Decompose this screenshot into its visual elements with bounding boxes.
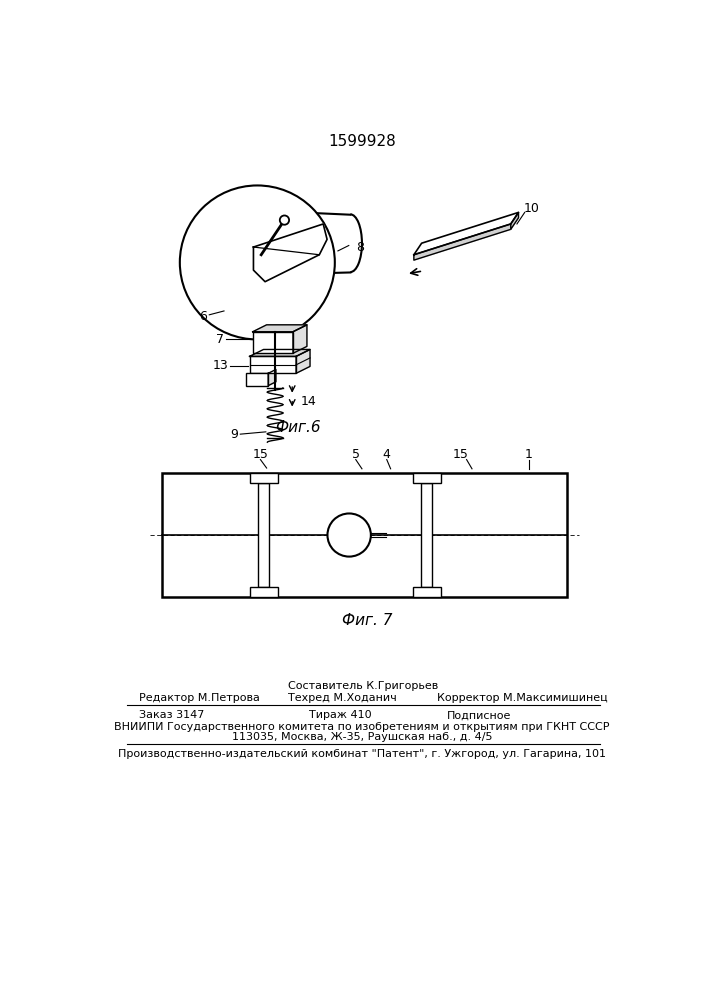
- Text: 14: 14: [300, 395, 317, 408]
- FancyBboxPatch shape: [421, 483, 432, 587]
- Text: Корректор М.Максимишинец: Корректор М.Максимишинец: [437, 693, 608, 703]
- Text: Подписное: Подписное: [446, 710, 510, 720]
- Text: Фиг.6: Фиг.6: [275, 420, 320, 436]
- FancyBboxPatch shape: [413, 473, 440, 483]
- Text: Редактор М.Петрова: Редактор М.Петрова: [139, 693, 259, 703]
- Text: Фиг. 7: Фиг. 7: [342, 613, 392, 628]
- FancyBboxPatch shape: [252, 332, 293, 353]
- Text: 113035, Москва, Ж-35, Раушская наб., д. 4/5: 113035, Москва, Ж-35, Раушская наб., д. …: [232, 732, 492, 742]
- FancyBboxPatch shape: [413, 587, 440, 597]
- Polygon shape: [293, 325, 307, 353]
- Text: 10: 10: [524, 202, 539, 215]
- FancyBboxPatch shape: [259, 483, 269, 587]
- Text: 15: 15: [252, 448, 269, 461]
- Text: 7: 7: [216, 333, 224, 346]
- Text: Составитель К.Григорьев: Составитель К.Григорьев: [288, 681, 438, 691]
- FancyBboxPatch shape: [250, 587, 278, 597]
- Polygon shape: [253, 224, 327, 282]
- Text: Тираж 410: Тираж 410: [309, 710, 372, 720]
- FancyBboxPatch shape: [250, 473, 278, 483]
- Text: 4: 4: [382, 448, 391, 461]
- Text: 6: 6: [199, 310, 207, 323]
- Text: Заказ 3147: Заказ 3147: [139, 710, 204, 720]
- Circle shape: [280, 215, 289, 225]
- Text: Техред М.Ходанич: Техред М.Ходанич: [288, 693, 397, 703]
- Polygon shape: [510, 212, 518, 229]
- Polygon shape: [268, 369, 276, 386]
- FancyBboxPatch shape: [247, 373, 268, 386]
- Circle shape: [180, 185, 335, 339]
- Text: 1: 1: [525, 448, 532, 461]
- Polygon shape: [414, 224, 510, 260]
- FancyBboxPatch shape: [162, 473, 567, 597]
- Polygon shape: [252, 325, 307, 332]
- Text: 15: 15: [452, 448, 468, 461]
- Text: 8: 8: [356, 241, 363, 254]
- Circle shape: [327, 513, 371, 557]
- Text: 1599928: 1599928: [328, 134, 396, 149]
- Text: ВНИИПИ Государственного комитета по изобретениям и открытиям при ГКНТ СССР: ВНИИПИ Государственного комитета по изоб…: [115, 722, 609, 732]
- Text: 9: 9: [230, 428, 238, 441]
- Text: 13: 13: [212, 359, 228, 372]
- Polygon shape: [250, 349, 310, 356]
- Polygon shape: [296, 349, 310, 373]
- Text: 5: 5: [352, 448, 360, 461]
- Polygon shape: [414, 212, 518, 255]
- Text: Производственно-издательский комбинат "Патент", г. Ужгород, ул. Гагарина, 101: Производственно-издательский комбинат "П…: [118, 749, 606, 759]
- FancyBboxPatch shape: [250, 356, 296, 373]
